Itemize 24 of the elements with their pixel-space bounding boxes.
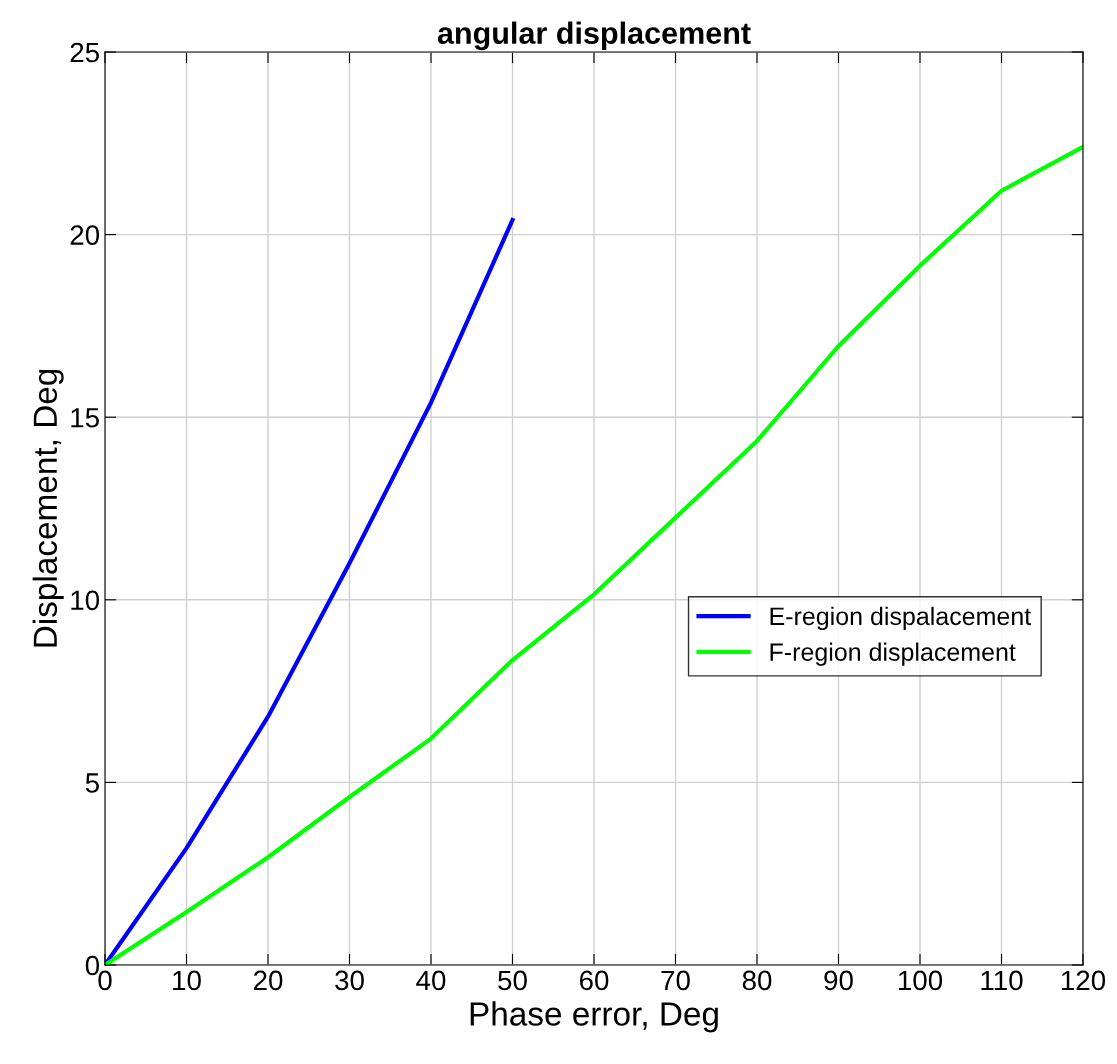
x-tick-label: 20 [253, 970, 283, 991]
x-tick-label: 90 [824, 970, 853, 991]
x-tick-label: 50 [498, 970, 527, 991]
x-tick-label: 100 [898, 970, 943, 991]
y-axis-title: Displacement, Deg [32, 369, 64, 647]
x-axis-title: Phase error, Deg [470, 1001, 718, 1033]
x-tick-label: 110 [981, 970, 1023, 991]
x-tick-label: 40 [416, 970, 446, 991]
y-tick-label: 15 [71, 408, 99, 428]
chart-title: angular displacement [437, 21, 751, 51]
legend-label: E-region dispalacement [770, 606, 1031, 631]
legend-label: F-region displacement [770, 642, 1016, 666]
y-tick-label: 10 [71, 590, 100, 611]
x-tick-label: 60 [579, 970, 609, 991]
y-tick-label: 5 [85, 773, 99, 793]
x-tick-label: 30 [335, 970, 364, 991]
y-tick-label: 25 [70, 42, 99, 63]
x-tick-label: 80 [742, 970, 772, 991]
x-tick-label: 120 [1061, 970, 1106, 991]
y-tick-label: 20 [70, 225, 100, 245]
x-tick-label: 10 [173, 970, 201, 991]
x-tick-label: 70 [661, 970, 690, 991]
line-series [105, 217, 515, 965]
y-tick-label: 0 [85, 955, 100, 976]
